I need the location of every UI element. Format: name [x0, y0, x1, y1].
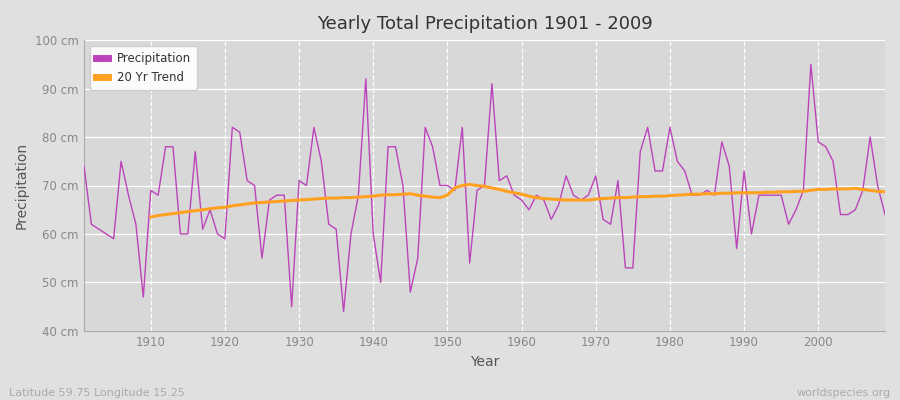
- X-axis label: Year: Year: [470, 355, 500, 369]
- 20 Yr Trend: [316, 196, 327, 201]
- Precipitation: [302, 183, 312, 188]
- 20 Yr Trend: [850, 186, 860, 191]
- Precipitation: [524, 207, 535, 212]
- Precipitation: [138, 294, 148, 299]
- 20 Yr Trend: [464, 182, 475, 187]
- Title: Yearly Total Precipitation 1901 - 2009: Yearly Total Precipitation 1901 - 2009: [317, 15, 652, 33]
- Text: worldspecies.org: worldspecies.org: [796, 388, 891, 398]
- Y-axis label: Precipitation: Precipitation: [15, 142, 29, 229]
- Precipitation: [879, 212, 890, 217]
- Precipitation: [613, 178, 624, 183]
- 20 Yr Trend: [828, 186, 839, 191]
- 20 Yr Trend: [286, 198, 297, 203]
- Precipitation: [517, 198, 527, 202]
- 20 Yr Trend: [145, 215, 156, 220]
- Line: 20 Yr Trend: 20 Yr Trend: [150, 184, 885, 217]
- Legend: Precipitation, 20 Yr Trend: Precipitation, 20 Yr Trend: [90, 46, 197, 90]
- Precipitation: [353, 193, 364, 198]
- Line: Precipitation: Precipitation: [84, 64, 885, 312]
- Text: Latitude 59.75 Longitude 15.25: Latitude 59.75 Longitude 15.25: [9, 388, 184, 398]
- Precipitation: [338, 309, 349, 314]
- 20 Yr Trend: [531, 195, 542, 200]
- Precipitation: [806, 62, 816, 67]
- Precipitation: [78, 164, 89, 168]
- 20 Yr Trend: [590, 197, 601, 202]
- 20 Yr Trend: [879, 190, 890, 194]
